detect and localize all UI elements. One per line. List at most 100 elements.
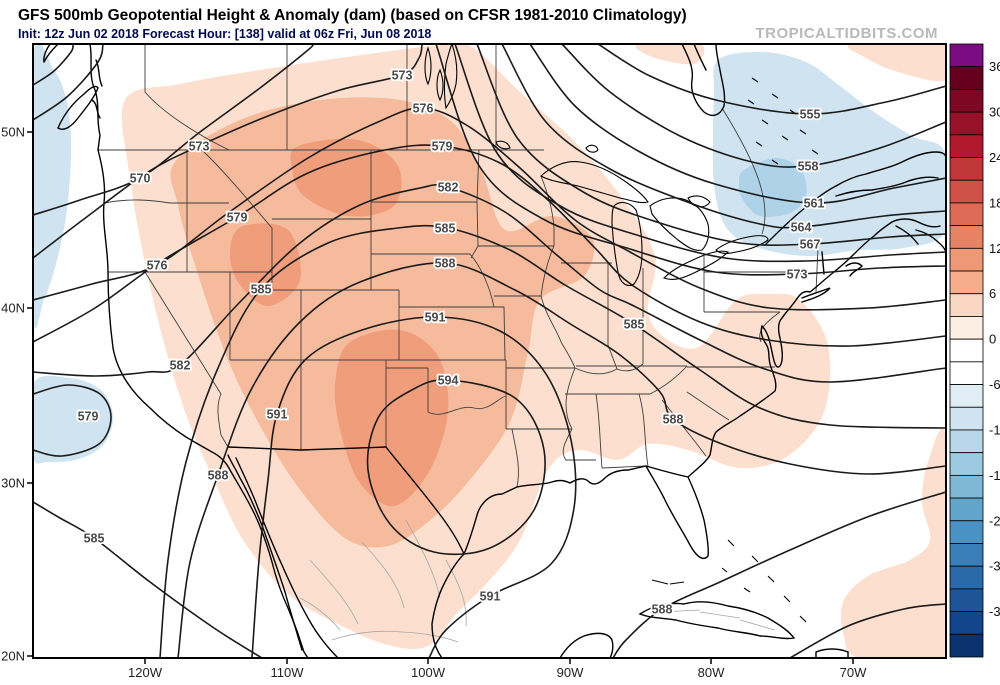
contour-label-585: 585	[435, 222, 456, 236]
colorbar-tick-label: -18	[989, 468, 1000, 483]
state-border	[607, 263, 618, 370]
height-contour-561	[529, 44, 946, 204]
contour-label-579: 579	[78, 410, 99, 424]
state-border	[574, 367, 618, 375]
colorbar-tick-label: 30	[989, 105, 1000, 120]
lake-outline	[649, 197, 710, 251]
colorbar-tick-label: -30	[989, 559, 1000, 574]
state-border	[721, 107, 766, 235]
anomaly-pos-deep-montana	[290, 138, 402, 217]
height-contour-585	[33, 501, 263, 658]
state-border	[565, 367, 576, 430]
contour-label-588: 588	[663, 413, 684, 427]
mexico-internal-border	[309, 559, 359, 625]
state-border	[649, 365, 688, 395]
contour-label-591: 591	[267, 408, 288, 422]
colorbar-segment	[949, 89, 984, 113]
watermark: TROPICALTIDBITS.COM	[755, 25, 938, 42]
contour-label-588: 588	[435, 257, 456, 271]
colorbar-segment	[949, 361, 984, 385]
colorbar-tick-label: 18	[989, 195, 1000, 210]
lon-label: 70W	[840, 665, 867, 680]
colorbar-tick-label: -12	[989, 423, 1000, 438]
colorbar-segment	[949, 43, 984, 68]
lat-label: 40N	[1, 301, 25, 316]
anomaly-pos-mid	[170, 97, 595, 548]
map-frame	[32, 43, 947, 659]
lake-outline	[495, 140, 511, 150]
mexico-internal-border	[405, 519, 441, 599]
coastline	[891, 218, 941, 228]
height-contour-588	[177, 262, 946, 658]
colorbar-segment	[949, 66, 984, 90]
lon-label: 120W	[128, 665, 163, 680]
anomaly-pos-deep-colorado	[229, 223, 301, 307]
mexico-internal-border	[445, 559, 467, 627]
contour-label-561: 561	[804, 197, 825, 211]
contour-label-591: 591	[425, 311, 446, 325]
colorbar-segment	[949, 611, 984, 635]
map-title: GFS 500mb Geopotential Height & Anomaly …	[18, 7, 687, 24]
anomaly-pos-top-strip	[635, 44, 705, 65]
mexico-internal-border	[299, 597, 341, 631]
colorbar-segment	[949, 134, 984, 158]
colorbar-tick-label: 6	[989, 286, 996, 301]
lat-label: 30N	[1, 476, 25, 491]
lon-label: 100W	[411, 665, 446, 680]
colorbar-tick-label: -24	[989, 513, 1000, 528]
contour-label-573: 573	[189, 140, 210, 154]
contour-label-594: 594	[438, 374, 459, 388]
state-border	[601, 465, 647, 469]
contour-label-585: 585	[84, 532, 105, 546]
contour-label-588: 588	[652, 603, 673, 617]
lake-outline	[424, 46, 432, 86]
lake-outline	[651, 579, 685, 585]
lake-outline	[747, 77, 819, 165]
coastline	[835, 176, 939, 197]
colorbar-tick-label: -36	[989, 604, 1000, 619]
height-contour-555	[597, 44, 946, 115]
contour-label-573: 573	[787, 268, 808, 282]
lat-label: 50N	[1, 125, 25, 140]
height-contour-unlabeled	[33, 44, 104, 121]
state-border	[595, 393, 603, 469]
coastline	[235, 457, 339, 658]
height-contour-573	[435, 44, 946, 276]
colorbar-segment	[949, 157, 984, 181]
colorbar-segment	[949, 202, 984, 227]
mexico-internal-border	[659, 609, 776, 631]
colorbar-segment	[949, 316, 984, 340]
anomaly-pos-topright	[847, 44, 946, 82]
coastline	[801, 287, 831, 303]
contour-label-579: 579	[432, 140, 453, 154]
lake-outline	[715, 235, 769, 254]
lon-label: 90W	[557, 665, 584, 680]
state-border	[144, 271, 229, 448]
state-border	[540, 245, 555, 297]
colorbar-segment	[949, 565, 984, 590]
colorbar-segment	[949, 384, 984, 408]
state-border	[540, 175, 555, 246]
contour-label-585: 585	[624, 318, 645, 332]
height-contour-unlabeled	[789, 603, 946, 658]
contour-label-576: 576	[147, 259, 168, 273]
height-contour-579	[33, 144, 946, 347]
contour-label-579: 579	[227, 211, 248, 225]
colorbar-segment	[949, 179, 984, 204]
coastline	[845, 262, 863, 277]
mexico-internal-border	[361, 541, 405, 609]
colorbar-segment	[949, 588, 984, 612]
anomaly-pos-bottomright	[840, 428, 946, 658]
coastline	[43, 44, 59, 63]
colorbar-segment	[949, 633, 984, 658]
colorbar-segment	[949, 293, 984, 317]
lake-outline	[611, 201, 643, 287]
state-border	[469, 253, 506, 361]
coastline	[431, 553, 465, 658]
coastline	[681, 44, 726, 117]
state-border	[638, 393, 649, 467]
mexico-internal-border	[331, 630, 459, 643]
coastline	[687, 325, 777, 478]
coastline	[385, 446, 465, 555]
colorbar-segment	[949, 452, 984, 476]
